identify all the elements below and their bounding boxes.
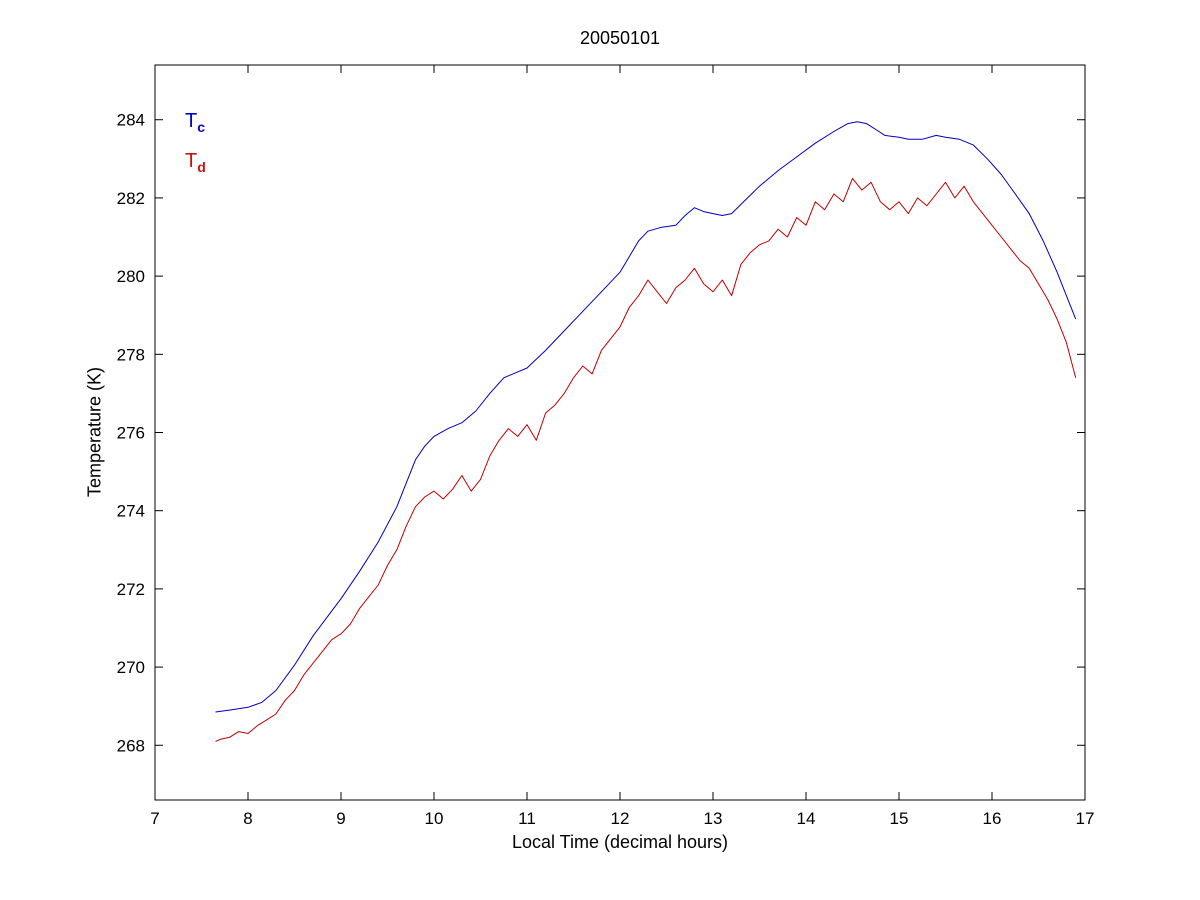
x-tick-label: 16 (983, 809, 1002, 828)
legend-sub-tc: c (197, 119, 206, 135)
x-tick-label: 10 (425, 809, 444, 828)
y-tick-label: 280 (117, 267, 145, 286)
y-tick-label: 278 (117, 345, 145, 364)
y-tick-label: 274 (117, 502, 145, 521)
x-tick-label: 11 (518, 809, 536, 828)
x-tick-label: 7 (150, 809, 159, 828)
y-tick-label: 282 (117, 189, 145, 208)
x-tick-label: 12 (611, 809, 630, 828)
series-line-Td (215, 177, 1077, 742)
x-tick-label: 8 (243, 809, 252, 828)
y-tick-label: 268 (117, 736, 145, 755)
x-tick-label: 9 (336, 809, 345, 828)
x-tick-label: 13 (704, 809, 723, 828)
legend-label-tc: T (185, 110, 198, 132)
legend-entry-td: Td (185, 150, 206, 175)
y-tick-label: 276 (117, 424, 145, 443)
legend-label-td: T (185, 150, 198, 172)
y-tick-label: 272 (117, 580, 145, 599)
chart-title: 20050101 (579, 28, 661, 48)
y-tick-label: 270 (117, 658, 145, 677)
legend-entry-tc: Tc (185, 110, 205, 135)
y-axis-label: Temperature (K) (84, 366, 105, 498)
legend-sub-td: d (197, 159, 206, 175)
x-axis-label: Local Time (decimal hours) (511, 832, 729, 852)
x-tick-label: 17 (1076, 809, 1095, 828)
x-tick-label: 14 (797, 809, 816, 828)
series-line-Tc (215, 121, 1077, 713)
x-tick-label: 15 (890, 809, 909, 828)
y-tick-label: 284 (117, 111, 145, 130)
